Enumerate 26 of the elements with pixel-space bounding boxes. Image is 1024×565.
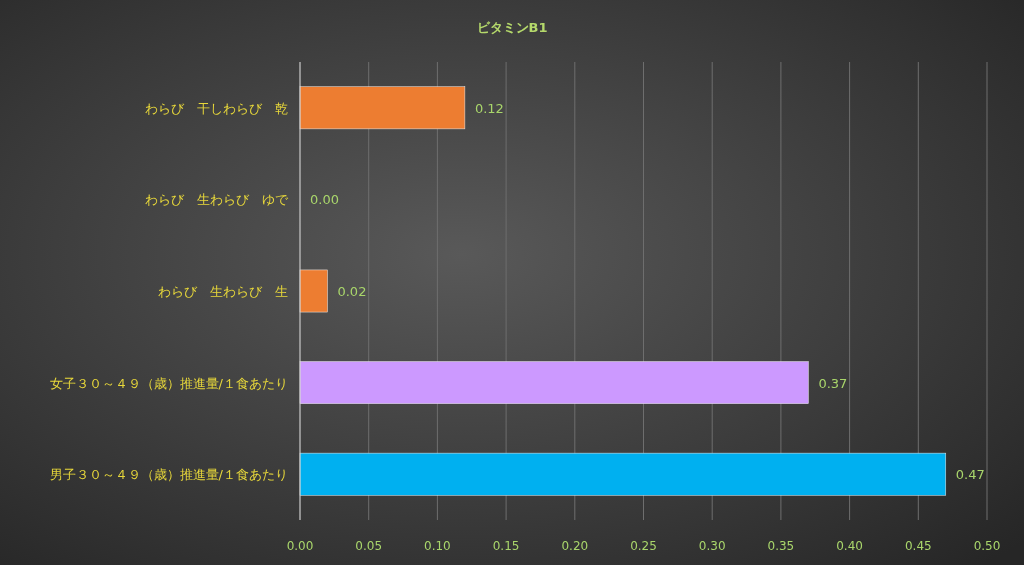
x-tick-label: 0.10 bbox=[424, 539, 451, 553]
x-tick-label: 0.35 bbox=[767, 539, 795, 553]
x-tick-label: 0.25 bbox=[630, 539, 657, 553]
y-tick-label: わらび 生わらび 生 bbox=[158, 284, 288, 299]
x-tick-label: 0.50 bbox=[973, 539, 1001, 553]
x-tick-label: 0.05 bbox=[355, 539, 383, 553]
x-tick-label: 0.45 bbox=[904, 539, 932, 553]
bar bbox=[299, 86, 466, 130]
y-tick-label: わらび 干しわらび 乾 bbox=[145, 100, 288, 116]
chart-title: ビタミンB1 bbox=[476, 20, 548, 35]
data-label: 0.02 bbox=[337, 284, 367, 299]
x-tick-label: 0.15 bbox=[492, 539, 520, 553]
data-label: 0.47 bbox=[955, 467, 985, 483]
y-tick-label: 女子３０～４９（歳）推進量/１食あたり bbox=[49, 375, 288, 391]
x-tick-label: 0.20 bbox=[561, 539, 589, 553]
bar bbox=[299, 361, 809, 404]
bar bbox=[299, 452, 947, 496]
y-tick-label: 男子３０～４９（歳）推進量/１食あたり bbox=[49, 467, 288, 483]
data-label: 0.00 bbox=[310, 192, 339, 208]
bar bbox=[299, 269, 328, 313]
x-tick-label: 0.30 bbox=[698, 539, 726, 553]
x-tick-label: 0.40 bbox=[836, 539, 863, 553]
data-label: 0.12 bbox=[474, 100, 504, 116]
data-label: 0.37 bbox=[818, 375, 848, 391]
x-tick-label: 0.00 bbox=[286, 539, 314, 553]
y-tick-label: わらび 生わらび ゆで bbox=[145, 192, 289, 208]
